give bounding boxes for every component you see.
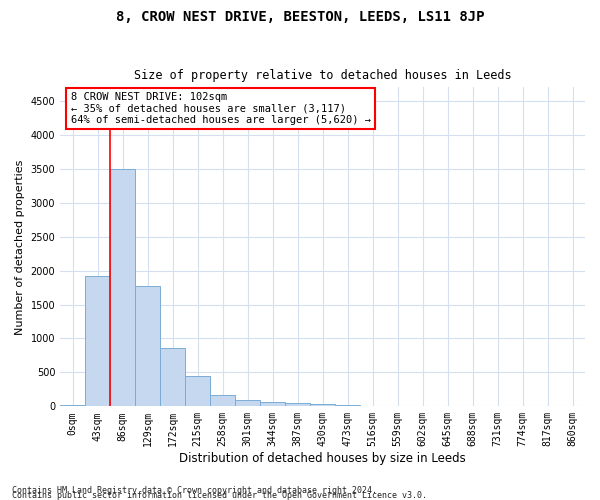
Bar <box>60 405 85 406</box>
Bar <box>235 400 260 406</box>
Bar <box>85 276 110 406</box>
Bar <box>335 405 360 406</box>
Bar <box>185 376 210 406</box>
Bar <box>135 286 160 406</box>
Bar <box>160 348 185 406</box>
X-axis label: Distribution of detached houses by size in Leeds: Distribution of detached houses by size … <box>179 452 466 465</box>
Text: Contains public sector information licensed under the Open Government Licence v3: Contains public sector information licen… <box>12 491 427 500</box>
Bar <box>285 402 310 406</box>
Bar <box>210 395 235 406</box>
Title: Size of property relative to detached houses in Leeds: Size of property relative to detached ho… <box>134 69 511 82</box>
Text: 8, CROW NEST DRIVE, BEESTON, LEEDS, LS11 8JP: 8, CROW NEST DRIVE, BEESTON, LEEDS, LS11… <box>116 10 484 24</box>
Bar <box>110 169 135 406</box>
Text: 8 CROW NEST DRIVE: 102sqm
← 35% of detached houses are smaller (3,117)
64% of se: 8 CROW NEST DRIVE: 102sqm ← 35% of detac… <box>71 92 371 126</box>
Y-axis label: Number of detached properties: Number of detached properties <box>15 159 25 334</box>
Bar <box>260 402 285 406</box>
Text: Contains HM Land Registry data © Crown copyright and database right 2024.: Contains HM Land Registry data © Crown c… <box>12 486 377 495</box>
Bar <box>310 404 335 406</box>
